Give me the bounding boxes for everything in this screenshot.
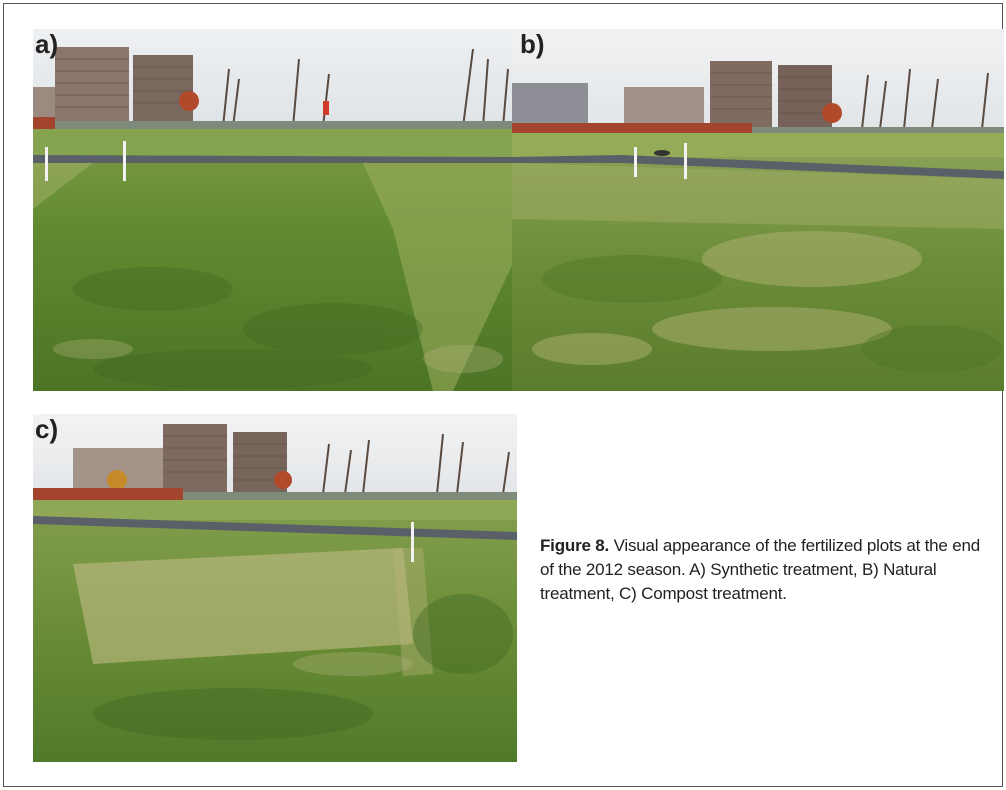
figure-caption: Figure 8. Visual appearance of the ferti… bbox=[540, 534, 980, 606]
photo-b-image bbox=[512, 29, 1004, 391]
panel-label-c: c) bbox=[35, 414, 59, 444]
photo-panel-b bbox=[512, 29, 1004, 391]
photo-a-image bbox=[33, 29, 515, 391]
panel-label-b: b) bbox=[520, 29, 545, 59]
photo-c-image bbox=[33, 414, 517, 762]
photo-panel-c bbox=[33, 414, 517, 762]
caption-text: Visual appearance of the fertilized plot… bbox=[540, 536, 980, 603]
panel-label-a: a) bbox=[35, 29, 59, 59]
photo-panel-a bbox=[33, 29, 515, 391]
figure-number: Figure 8. bbox=[540, 536, 610, 555]
